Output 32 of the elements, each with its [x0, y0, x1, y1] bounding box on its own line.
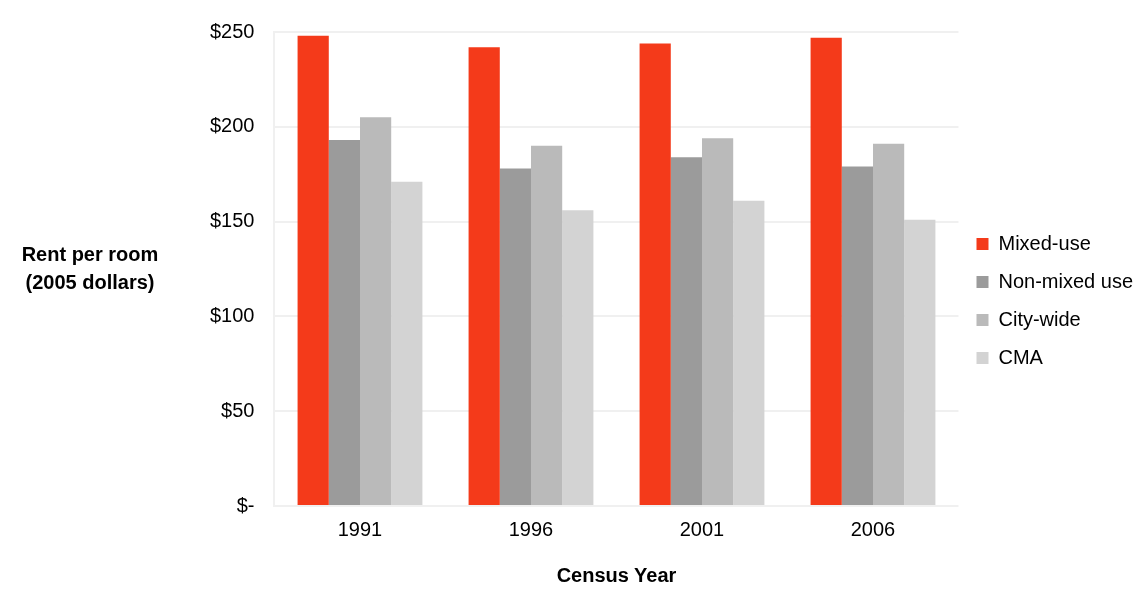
- y-tick-label: $-: [236, 493, 255, 516]
- bar: [359, 117, 392, 505]
- y-tick-label: $250: [209, 19, 255, 42]
- x-axis-title: Census Year: [556, 563, 677, 586]
- bar: [670, 157, 702, 505]
- y-tick-label: $150: [209, 209, 255, 232]
- bar: [297, 35, 329, 505]
- legend-label: Mixed-use: [998, 231, 1091, 254]
- bar: [499, 168, 531, 505]
- bar: [873, 143, 905, 505]
- bar: [562, 210, 594, 505]
- y-axis-title: Rent per room (2005 dollars): [21, 242, 159, 293]
- x-tick-label: 2006: [850, 517, 896, 540]
- y-tick-label: $50: [221, 398, 255, 421]
- legend-label: CMA: [998, 345, 1044, 368]
- bar: [904, 219, 936, 505]
- bar: [733, 200, 765, 505]
- x-tick-label: 1991: [337, 517, 383, 540]
- bar: [639, 43, 671, 505]
- bar: [702, 138, 734, 505]
- bar: [841, 166, 873, 505]
- legend-label: Non-mixed use: [998, 269, 1134, 292]
- x-tick-label: 1996: [508, 517, 554, 540]
- bar: [530, 145, 563, 505]
- y-tick-label: $100: [209, 303, 255, 326]
- y-tick-label: $200: [209, 114, 255, 137]
- legend-label: City-wide: [998, 307, 1081, 330]
- bar: [328, 140, 360, 505]
- bar: [810, 37, 842, 505]
- x-tick-label: 2001: [679, 517, 725, 540]
- bar: [391, 181, 423, 505]
- bar: [468, 47, 500, 505]
